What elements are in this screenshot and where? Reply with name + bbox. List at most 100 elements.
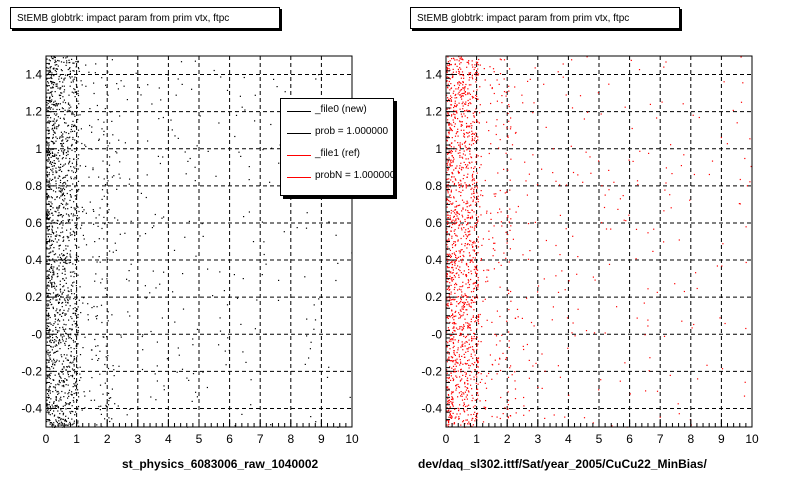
scatter-point xyxy=(452,71,454,73)
scatter-point xyxy=(481,244,483,246)
scatter-point xyxy=(450,196,452,199)
scatter-point xyxy=(470,318,472,320)
scatter-point xyxy=(477,357,480,359)
scatter-point xyxy=(484,298,486,300)
scatter-point xyxy=(449,338,451,340)
scatter-point xyxy=(51,95,54,97)
scatter-point xyxy=(54,59,56,61)
scatter-point xyxy=(58,375,61,377)
scatter-point xyxy=(46,216,48,219)
scatter-point xyxy=(465,274,467,276)
scatter-point xyxy=(59,288,62,290)
scatter-point xyxy=(56,68,59,70)
scatter-point xyxy=(447,302,449,304)
scatter-point xyxy=(454,298,456,300)
scatter-point xyxy=(736,122,738,124)
scatter-point xyxy=(75,207,77,209)
scatter-point xyxy=(154,213,156,216)
scatter-point xyxy=(509,179,511,181)
scatter-point xyxy=(468,421,470,423)
scatter-point xyxy=(476,328,478,330)
scatter-point xyxy=(464,371,466,373)
scatter-point xyxy=(459,156,461,158)
scatter-point xyxy=(52,274,54,276)
scatter-point xyxy=(457,349,459,351)
scatter-point xyxy=(448,419,450,421)
scatter-point xyxy=(447,254,449,256)
scatter-point xyxy=(53,271,55,273)
scatter-point xyxy=(70,351,72,353)
scatter-point xyxy=(465,233,467,236)
scatter-point xyxy=(463,393,465,395)
scatter-point xyxy=(452,156,454,159)
scatter-point xyxy=(564,416,566,418)
scatter-point xyxy=(465,299,467,301)
scatter-point xyxy=(467,88,469,90)
scatter-point xyxy=(508,106,510,108)
y-tick-label: -0.2 xyxy=(21,364,42,378)
scatter-point xyxy=(495,193,497,195)
scatter-point xyxy=(461,329,463,331)
scatter-point xyxy=(466,126,468,128)
scatter-point xyxy=(448,178,450,180)
scatter-point xyxy=(56,299,58,301)
scatter-point xyxy=(51,228,53,230)
scatter-point xyxy=(49,329,51,331)
scatter-point xyxy=(461,328,463,330)
scatter-point xyxy=(69,362,71,364)
scatter-point xyxy=(56,331,59,334)
scatter-point xyxy=(63,188,66,191)
scatter-point xyxy=(446,316,448,318)
scatter-point xyxy=(475,94,477,96)
scatter-point xyxy=(78,246,80,248)
scatter-point xyxy=(74,167,76,169)
scatter-point xyxy=(448,420,450,423)
scatter-point xyxy=(446,139,448,141)
scatter-point xyxy=(477,246,480,248)
scatter-point xyxy=(457,118,459,120)
scatter-point xyxy=(55,329,57,331)
scatter-point xyxy=(58,379,60,382)
scatter-point xyxy=(453,242,455,245)
scatter-point xyxy=(54,405,56,407)
scatter-point xyxy=(462,363,464,365)
scatter-point xyxy=(50,223,52,225)
scatter-point xyxy=(46,341,48,343)
scatter-point xyxy=(49,66,51,68)
scatter-point xyxy=(477,241,479,243)
scatter-point xyxy=(69,160,71,162)
scatter-point xyxy=(449,282,451,284)
scatter-point xyxy=(67,109,69,111)
legend-entry-probn: probN = 1.000000 xyxy=(281,167,393,187)
scatter-point xyxy=(72,130,74,132)
scatter-point xyxy=(449,100,451,102)
scatter-point xyxy=(278,162,280,164)
scatter-point xyxy=(49,161,52,163)
scatter-point xyxy=(53,155,55,157)
scatter-point xyxy=(74,186,76,188)
scatter-point xyxy=(449,145,451,147)
scatter-point xyxy=(484,382,486,384)
scatter-point xyxy=(181,83,183,85)
scatter-point xyxy=(459,317,461,319)
scatter-point xyxy=(62,418,64,421)
scatter-point xyxy=(202,235,204,237)
scatter-point xyxy=(235,114,238,116)
scatter-point xyxy=(457,68,459,70)
scatter-point xyxy=(46,362,48,364)
scatter-point xyxy=(473,190,475,192)
scatter-point xyxy=(457,170,459,172)
scatter-point xyxy=(70,355,72,357)
scatter-point xyxy=(52,339,54,341)
scatter-point xyxy=(56,404,58,406)
scatter-point xyxy=(447,198,449,201)
scatter-point xyxy=(467,380,469,382)
scatter-point xyxy=(50,422,53,424)
scatter-point xyxy=(462,84,464,86)
scatter-point xyxy=(67,102,70,104)
scatter-point xyxy=(484,79,486,81)
scatter-point xyxy=(74,234,76,236)
scatter-point xyxy=(451,309,453,311)
scatter-point xyxy=(467,136,469,138)
scatter-point xyxy=(109,156,111,158)
